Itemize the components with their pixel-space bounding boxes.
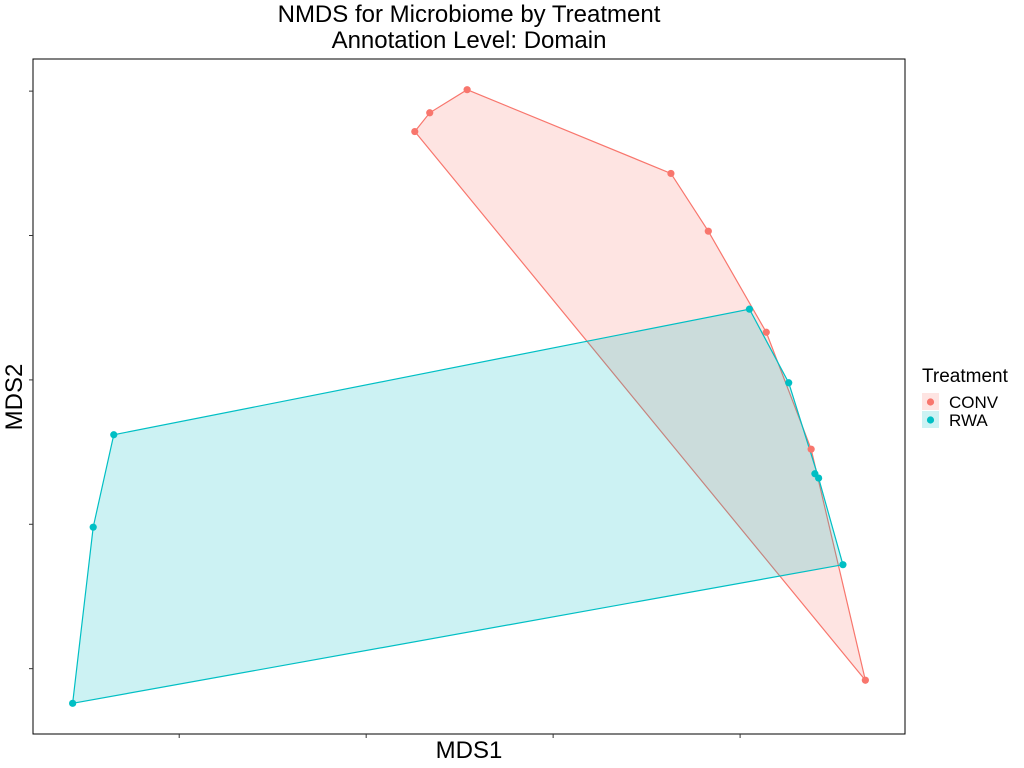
legend-title: Treatment: [922, 366, 1009, 387]
point-rwa: [785, 379, 793, 387]
x-axis-label: MDS1: [436, 737, 503, 764]
point-conv: [762, 328, 770, 336]
hull-layer: [71, 89, 866, 705]
tick-layer: [29, 90, 741, 738]
point-layer: [69, 86, 869, 707]
point-rwa: [89, 523, 97, 531]
point-rwa: [745, 305, 754, 313]
point-conv: [807, 445, 815, 453]
point-rwa: [69, 699, 77, 707]
chart-title: NMDS for Microbiome by Treatment: [278, 1, 661, 28]
point-conv: [411, 127, 419, 136]
legend-marker-rwa: [926, 416, 935, 424]
point-rwa: [815, 474, 823, 482]
point-conv: [426, 109, 434, 117]
plot-panel-border: [32, 58, 906, 735]
legend-label-conv: CONV: [949, 393, 999, 412]
hull-rwa: [71, 308, 844, 705]
point-conv: [704, 227, 712, 235]
chart-subtitle: Annotation Level: Domain: [332, 27, 607, 54]
point-conv: [463, 86, 471, 94]
legend-label-rwa: RWA: [949, 411, 988, 430]
point-conv: [667, 169, 675, 178]
legend-marker-conv: [926, 398, 935, 406]
point-conv: [861, 676, 869, 684]
point-rwa: [110, 431, 118, 439]
y-axis-label: MDS2: [1, 364, 28, 431]
point-rwa: [839, 561, 847, 569]
